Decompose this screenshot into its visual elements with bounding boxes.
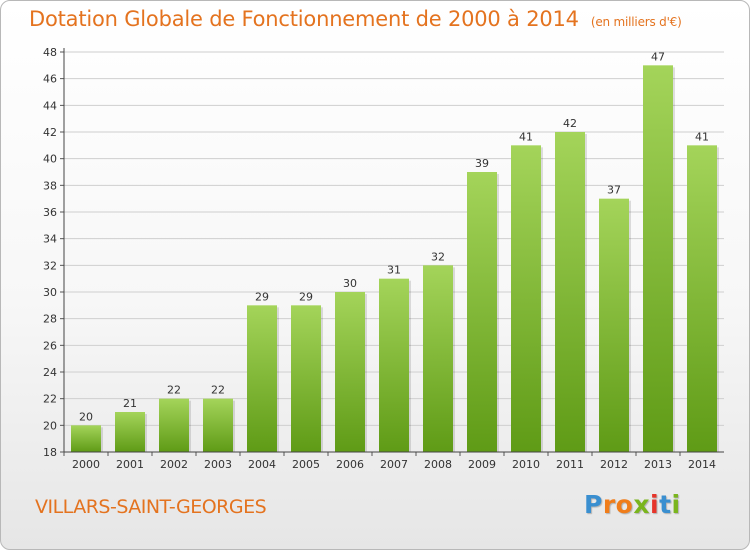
chart-subtitle: (en milliers d'€) (590, 15, 682, 29)
x-tick-label: 2006 (336, 458, 364, 471)
bar (291, 305, 321, 452)
bar (71, 425, 101, 452)
y-tick-label: 46 (43, 73, 57, 86)
x-tick-label: 2000 (72, 458, 100, 471)
bar (467, 172, 497, 452)
y-tick-label: 24 (43, 366, 57, 379)
logo-letter: o (615, 490, 634, 519)
logo-letter: t (659, 490, 672, 519)
bar (247, 305, 277, 452)
x-tick-label: 2005 (292, 458, 320, 471)
bar-value-label: 30 (343, 277, 357, 290)
x-tick-label: 2007 (380, 458, 408, 471)
x-tick-label: 2012 (600, 458, 628, 471)
bar-value-label: 29 (299, 290, 313, 303)
bar-value-label: 22 (167, 384, 181, 397)
y-tick-label: 42 (43, 126, 57, 139)
bar (555, 132, 585, 452)
bar-value-label: 41 (695, 130, 709, 143)
bar (423, 265, 453, 452)
y-tick-label: 18 (43, 446, 57, 459)
y-tick-label: 30 (43, 286, 57, 299)
x-tick-label: 2014 (688, 458, 716, 471)
logo-letter: i (650, 490, 660, 519)
y-tick-label: 22 (43, 393, 57, 406)
x-tick-label: 2009 (468, 458, 496, 471)
chart-title: Dotation Globale de Fonctionnement de 20… (29, 7, 579, 31)
bar-value-label: 37 (607, 184, 621, 197)
bar (643, 65, 673, 452)
x-tick-label: 2010 (512, 458, 540, 471)
x-tick-label: 2004 (248, 458, 276, 471)
bar (335, 292, 365, 452)
commune-name: VILLARS-SAINT-GEORGES (35, 496, 267, 518)
bar (379, 278, 409, 452)
proxiti-logo: Proxiti (584, 490, 681, 519)
y-tick-label: 34 (43, 233, 57, 246)
x-tick-label: 2001 (116, 458, 144, 471)
bar-value-label: 21 (123, 397, 137, 410)
bar-value-label: 32 (431, 250, 445, 263)
y-tick-label: 36 (43, 206, 57, 219)
y-tick-label: 44 (43, 99, 57, 112)
y-tick-label: 38 (43, 179, 57, 192)
x-tick-label: 2013 (644, 458, 672, 471)
x-tick-label: 2003 (204, 458, 232, 471)
bar (203, 398, 233, 452)
x-tick-label: 2008 (424, 458, 452, 471)
bar-value-label: 20 (79, 410, 93, 423)
bar-value-label: 39 (475, 157, 489, 170)
bar-value-label: 31 (387, 264, 401, 277)
bar (511, 145, 541, 453)
logo-letter: i (671, 490, 681, 519)
bar-value-label: 42 (563, 117, 577, 130)
logo-letter: r (602, 490, 616, 519)
x-tick-label: 2002 (160, 458, 188, 471)
bar-value-label: 47 (651, 50, 665, 63)
y-tick-label: 40 (43, 153, 57, 166)
bar (115, 412, 145, 452)
bar (159, 398, 189, 452)
y-tick-label: 48 (43, 46, 57, 59)
chart-title-row: Dotation Globale de Fonctionnement de 20… (29, 7, 682, 31)
y-tick-label: 26 (43, 339, 57, 352)
x-tick-label: 2011 (556, 458, 584, 471)
bar-value-label: 29 (255, 290, 269, 303)
bar (687, 145, 717, 453)
y-tick-label: 20 (43, 419, 57, 432)
logo-letter: x (633, 490, 650, 519)
logo-letter: P (584, 490, 603, 519)
bar (599, 198, 629, 452)
bar-value-label: 41 (519, 130, 533, 143)
y-tick-label: 32 (43, 259, 57, 272)
bar-value-label: 22 (211, 384, 225, 397)
y-tick-label: 28 (43, 313, 57, 326)
